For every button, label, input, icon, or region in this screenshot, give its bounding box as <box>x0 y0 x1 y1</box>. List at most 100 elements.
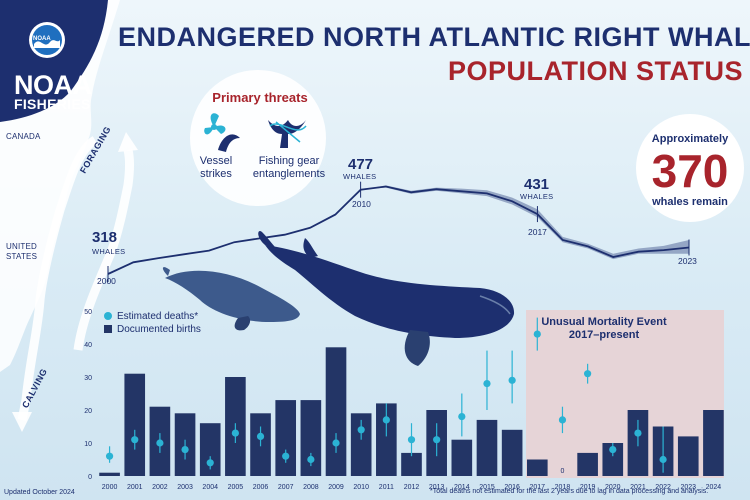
annotation-2023-year: 2023 <box>678 256 697 266</box>
x-tick-label: 2016 <box>504 484 520 491</box>
death-point-2008 <box>307 455 315 464</box>
calf-whale-illustration <box>162 267 300 331</box>
sub-title: POPULATION STATUS <box>448 56 743 86</box>
annotation-2010-value: 477 <box>348 156 374 173</box>
death-point-2017 <box>533 330 541 338</box>
death-point-2016 <box>508 376 516 384</box>
death-point-2011 <box>382 416 390 424</box>
whale-tail-gear-icon <box>268 120 307 148</box>
x-tick-label: 2005 <box>228 484 244 491</box>
y-tick-label: 30 <box>84 375 92 382</box>
logo-panel <box>0 0 108 122</box>
noaa-badge-label: NOAA <box>33 36 51 42</box>
birth-bar-2016 <box>501 429 523 476</box>
x-tick-label: 2008 <box>303 484 319 491</box>
death-point-2002 <box>156 439 164 447</box>
death-point-2022 <box>659 455 667 464</box>
migration-route-south <box>17 136 98 421</box>
threats-title: Primary threats <box>212 90 308 105</box>
callout-suffix: whales remain <box>652 196 728 208</box>
death-point-2015 <box>483 380 491 388</box>
death-point-2004 <box>206 459 214 467</box>
deaths-points <box>105 317 667 473</box>
death-point-2013 <box>433 436 441 444</box>
zero-births-label: 0 <box>561 468 565 475</box>
birth-bar-2017 <box>526 459 548 476</box>
death-point-2009 <box>332 439 340 447</box>
annotation-2010-unit: WHALES <box>343 172 377 181</box>
population-annotation-ticks <box>107 181 690 282</box>
birth-bar-2008 <box>300 400 322 476</box>
annotation-2000-value: 318 <box>92 229 118 246</box>
annotation-2000-unit: WHALES <box>92 247 126 256</box>
x-tick-label: 2007 <box>278 484 294 491</box>
legend-births-label: Documented births <box>117 324 201 335</box>
x-tick-label: 2024 <box>706 484 722 491</box>
legend-births-marker <box>104 325 112 333</box>
updated-note: Updated October 2024 <box>4 489 75 496</box>
legend-deaths-marker <box>104 312 112 320</box>
x-tick-label: 2023 <box>680 484 696 491</box>
map-label-united-states: UNITED STATES <box>6 242 38 261</box>
x-tick-label: 2003 <box>177 484 193 491</box>
death-point-2007 <box>282 452 290 460</box>
migration-arrowhead-north <box>118 132 138 152</box>
birth-bar-2023 <box>677 436 699 476</box>
threat-label-entanglement: Fishing gear entanglements <box>252 155 326 180</box>
x-tick-label: 2006 <box>253 484 269 491</box>
population-uncertainty-band <box>108 185 689 274</box>
y-tick-label: 0 <box>88 474 92 481</box>
death-point-2012 <box>407 436 416 444</box>
legend-deaths-label: Estimated deaths* <box>117 311 199 322</box>
death-point-2014 <box>458 413 466 421</box>
death-point-2005 <box>231 429 239 437</box>
threats-bubble <box>190 70 326 206</box>
x-tick-label: 2013 <box>429 484 445 491</box>
birth-bar-2010 <box>350 413 372 476</box>
x-tick-label: 2018 <box>555 484 571 491</box>
birth-bar-2012 <box>401 452 422 476</box>
x-tick-label: 2017 <box>530 484 546 491</box>
population-callout-bubble <box>636 114 744 222</box>
population-line <box>107 185 690 275</box>
x-tick-label: 2019 <box>580 484 596 491</box>
vessel-propeller-icon <box>204 113 240 152</box>
birth-bar-2019 <box>577 452 598 476</box>
death-point-2018 <box>558 416 567 424</box>
birth-bar-2004 <box>199 423 221 476</box>
migration-arrowhead-south <box>12 412 32 432</box>
birth-bar-2011 <box>376 403 397 476</box>
y-tick-label: 50 <box>84 309 92 316</box>
birth-bar-2001 <box>124 373 146 476</box>
x-tick-label: 2004 <box>202 484 218 491</box>
birth-bar-2014 <box>451 439 473 476</box>
footnote: *Total deaths not estimated for the last… <box>430 488 709 495</box>
x-tick-label: 2009 <box>328 484 344 491</box>
annotation-2017-unit: WHALES <box>520 192 554 201</box>
death-point-2019 <box>584 370 592 378</box>
x-tick-label: 2015 <box>479 484 495 491</box>
x-tick-label: 2022 <box>655 484 671 491</box>
birth-bar-2007 <box>275 400 297 476</box>
death-point-2003 <box>181 446 189 454</box>
birth-bar-2000 <box>99 472 120 476</box>
map-label-canada: CANADA <box>6 132 41 141</box>
x-tick-label: 2012 <box>404 484 420 491</box>
birth-bar-2015 <box>476 419 498 476</box>
threat-label-vessel: Vessel strikes <box>199 155 233 180</box>
death-point-2001 <box>131 436 139 444</box>
y-tick-label: 10 <box>84 441 92 448</box>
death-point-2000 <box>105 452 114 460</box>
death-point-2021 <box>634 429 642 437</box>
annotation-2017-year: 2017 <box>528 227 547 237</box>
annotation-2000-year: 2000 <box>97 276 116 286</box>
annotation-2017-value: 431 <box>524 176 550 193</box>
annotation-2010-year: 2010 <box>352 199 371 209</box>
ume-label: Unusual Mortality Event 2017–present <box>541 316 667 341</box>
death-point-2010 <box>357 426 365 434</box>
bar-x-axis: 2000 2001 2002 2003 2004 2005 2006 2007 2008 2009… <box>102 484 722 491</box>
migration-route-north <box>73 148 134 351</box>
x-tick-label: 2000 <box>102 484 118 491</box>
